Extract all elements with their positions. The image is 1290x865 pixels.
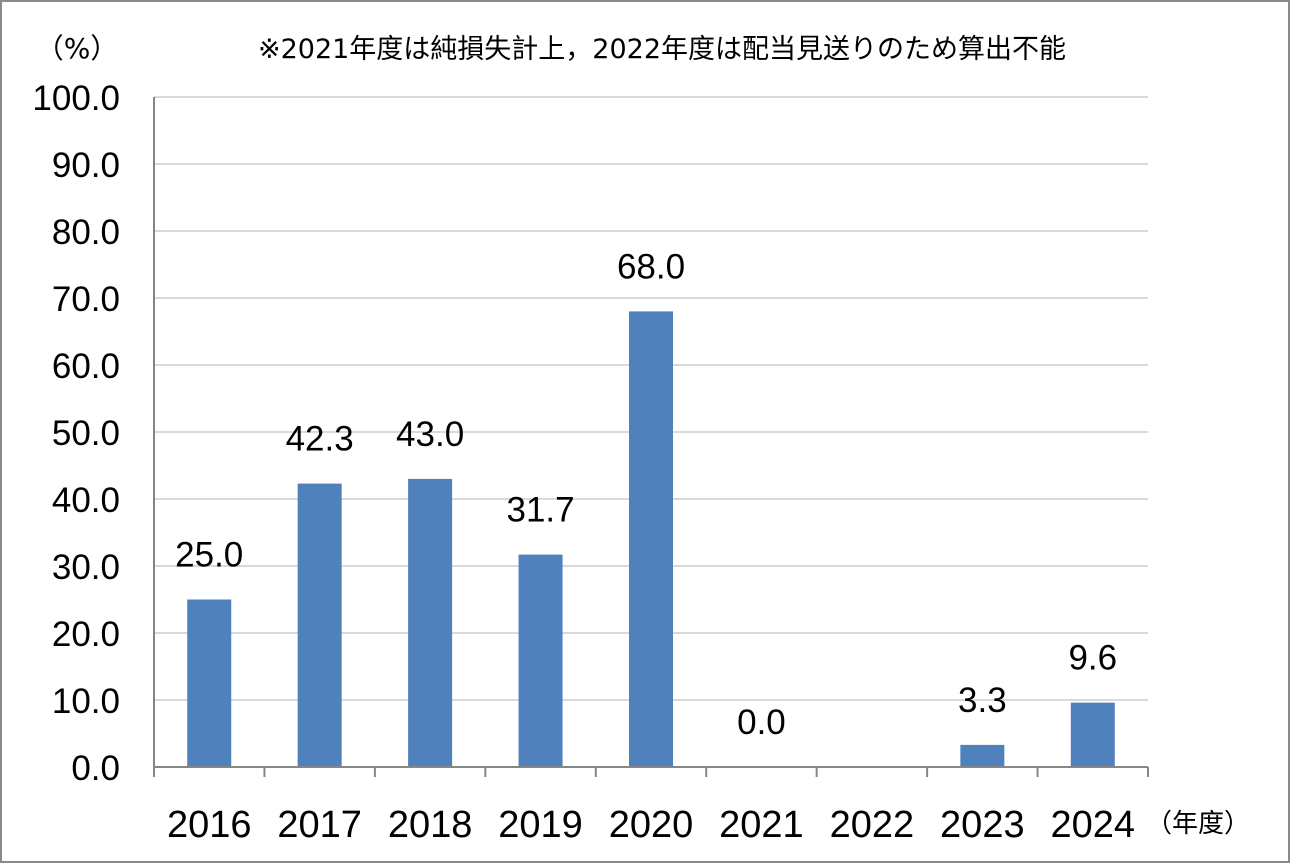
bar-2017 bbox=[297, 483, 342, 767]
data-label-2020: 68.0 bbox=[617, 247, 685, 286]
bar-2023 bbox=[960, 744, 1005, 767]
y-axis-unit-label: （%） bbox=[36, 32, 119, 65]
x-tick-labels: 2016 2017 2018 2019 2020 2021 2022 2023 2024 bbox=[167, 804, 1135, 846]
y-tick-labels: 0.0 10.0 20.0 30.0 40.0 50.0 60.0 70.0 80.0 90.0 1… bbox=[32, 79, 120, 788]
y-tick-label: 20.0 bbox=[52, 615, 120, 654]
x-tick-label: 2018 bbox=[388, 804, 473, 846]
x-axis-unit-label: （年度） bbox=[1146, 809, 1250, 839]
x-tick-label: 2022 bbox=[830, 804, 915, 846]
y-tick-label: 0.0 bbox=[71, 749, 120, 788]
bar-2016 bbox=[187, 599, 232, 767]
x-tick-label: 2024 bbox=[1051, 804, 1136, 846]
bar-2019 bbox=[518, 554, 563, 767]
y-tick-label: 30.0 bbox=[52, 548, 120, 587]
bars bbox=[187, 311, 1115, 767]
y-tick-label: 90.0 bbox=[52, 146, 120, 185]
chart-note: ※2021年度は純損失計上，2022年度は配当見送りのため算出不能 bbox=[258, 34, 1066, 65]
data-label-2023: 3.3 bbox=[958, 681, 1007, 720]
x-tick-label: 2021 bbox=[719, 804, 804, 846]
axes bbox=[153, 97, 1149, 777]
data-label-2021: 0.0 bbox=[737, 703, 786, 742]
data-label-2017: 42.3 bbox=[286, 420, 354, 459]
y-tick-label: 60.0 bbox=[52, 347, 120, 386]
bar-2020 bbox=[629, 311, 673, 767]
data-label-2016: 25.0 bbox=[175, 536, 243, 575]
data-label-2019: 31.7 bbox=[506, 491, 574, 530]
y-tick-label: 10.0 bbox=[52, 682, 120, 721]
data-label-2024: 9.6 bbox=[1068, 639, 1117, 678]
data-label-2018: 43.0 bbox=[396, 415, 464, 454]
x-tick-label: 2016 bbox=[167, 804, 252, 846]
y-tick-label: 50.0 bbox=[52, 414, 120, 453]
x-tick-label: 2020 bbox=[609, 804, 694, 846]
y-tick-label: 100.0 bbox=[32, 79, 120, 118]
y-tick-label: 70.0 bbox=[52, 280, 120, 319]
data-labels: 25.0 42.3 43.0 31.7 68.0 0.0 3.3 9.6 bbox=[175, 247, 1117, 742]
bar-2024 bbox=[1070, 702, 1115, 767]
y-tick-label: 40.0 bbox=[52, 481, 120, 520]
y-tick-label: 80.0 bbox=[52, 213, 120, 252]
x-tick-label: 2017 bbox=[277, 804, 362, 846]
x-tick-label: 2019 bbox=[498, 804, 583, 846]
x-tick-label: 2023 bbox=[940, 804, 1025, 846]
bar-2018 bbox=[408, 478, 453, 767]
